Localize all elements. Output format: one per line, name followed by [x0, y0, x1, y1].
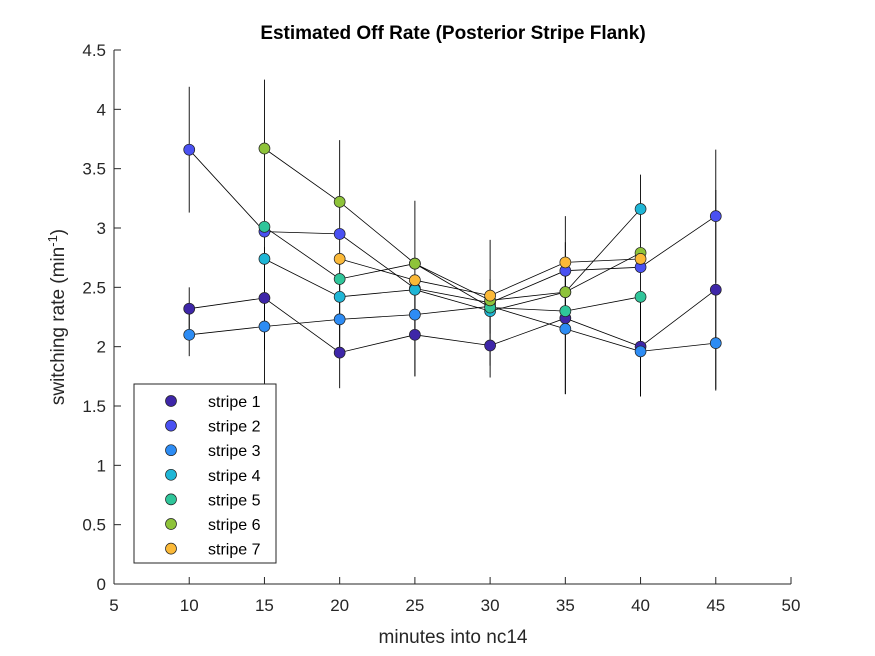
data-point	[409, 328, 421, 341]
legend: stripe 1 stripe 2 stripe 3 stripe 4 stripe 5…	[133, 383, 277, 564]
legend-box	[133, 383, 277, 564]
x-tick-label: 20	[330, 596, 349, 615]
legend-marker	[165, 493, 177, 506]
series-line	[189, 289, 717, 354]
legend-label: stripe 1	[208, 394, 261, 411]
series-line	[264, 208, 641, 312]
series-line	[189, 305, 716, 352]
data-point	[258, 253, 271, 265]
data-point	[183, 302, 196, 315]
data-point	[484, 339, 496, 352]
x-tick-label: 30	[481, 596, 500, 615]
data-point	[258, 142, 271, 155]
data-points	[183, 142, 722, 359]
x-tick-label: 5	[109, 596, 118, 615]
data-point	[634, 290, 647, 303]
y-tick-label: 2	[97, 338, 106, 357]
y-tick-label: 2.5	[82, 278, 106, 297]
x-tick-label: 25	[405, 596, 424, 615]
chart-title: Estimated Off Rate (Posterior Stripe Fla…	[260, 23, 645, 44]
legend-marker	[165, 395, 177, 407]
data-point	[183, 143, 196, 156]
data-point	[709, 337, 722, 349]
data-point	[258, 220, 271, 233]
y-tick-label: 3	[97, 219, 106, 238]
data-point	[409, 308, 421, 321]
x-tick-label: 45	[706, 596, 725, 615]
legend-label: stripe 6	[208, 517, 261, 534]
axes: 5 10 15 20 25 30 35 40 45 50 0 0.5 1 1.5 2 2.5 3 3.5 4 4.5	[82, 41, 800, 615]
y-axis-label: switching rate (min-1)	[45, 229, 69, 405]
x-tick-label: 50	[782, 596, 801, 615]
data-point	[333, 196, 346, 208]
x-tick-label: 10	[180, 596, 199, 615]
data-point	[559, 323, 572, 335]
y-tick-label: 4.5	[82, 41, 106, 60]
y-axis-label-text: switching rate (min	[48, 247, 69, 405]
y-tick-label: 3.5	[82, 160, 106, 179]
data-point	[183, 328, 196, 341]
legend-label: stripe 3	[208, 443, 261, 460]
x-tick-label: 35	[556, 596, 575, 615]
x-tick-label: 40	[631, 596, 650, 615]
data-point	[258, 292, 271, 304]
series-line	[188, 149, 717, 304]
legend-marker	[165, 468, 177, 481]
data-point	[258, 320, 271, 333]
data-point	[634, 345, 647, 358]
data-point	[484, 289, 496, 302]
y-tick-label: 0	[97, 575, 106, 594]
x-tick-label: 15	[255, 596, 274, 615]
legend-label: stripe 7	[208, 542, 261, 559]
data-point	[634, 253, 647, 265]
y-tick-label: 0.5	[82, 516, 106, 535]
y-axis-label-superscript: -1	[45, 235, 60, 247]
legend-label: stripe 5	[208, 492, 261, 509]
series-line	[264, 148, 641, 301]
data-point	[333, 253, 346, 265]
y-axis-label-close: )	[48, 229, 69, 235]
series-line	[264, 226, 641, 312]
data-point	[409, 274, 421, 287]
data-point	[333, 228, 346, 240]
legend-label: stripe 2	[208, 419, 261, 436]
data-point	[559, 256, 572, 269]
data-point	[709, 283, 722, 296]
legend-marker	[165, 419, 177, 432]
x-axis-label: minutes into nc14	[379, 627, 528, 648]
data-point	[709, 210, 722, 222]
data-point	[333, 313, 346, 326]
legend-label: stripe 4	[208, 468, 261, 485]
data-point	[333, 273, 346, 285]
data-point	[634, 203, 647, 215]
data-point	[559, 286, 572, 298]
legend-marker	[165, 542, 177, 555]
data-point	[559, 305, 572, 317]
legend-marker	[165, 518, 177, 530]
data-point	[333, 346, 346, 359]
legend-marker	[165, 444, 177, 457]
data-point	[409, 257, 421, 270]
y-tick-label: 1	[97, 456, 106, 475]
y-tick-label: 1.5	[82, 397, 106, 416]
y-tick-label: 4	[97, 100, 106, 119]
data-point	[333, 290, 346, 303]
